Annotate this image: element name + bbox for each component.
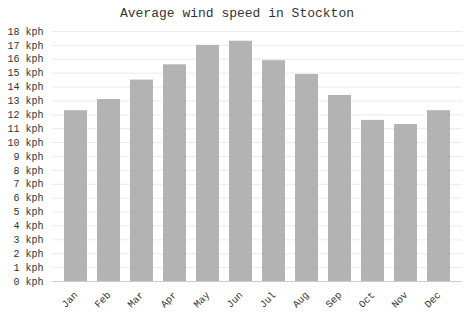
svg-text:2 kph: 2 kph <box>13 249 43 260</box>
svg-text:Sep: Sep <box>324 290 345 311</box>
svg-text:15 kph: 15 kph <box>7 68 43 79</box>
svg-text:Nov: Nov <box>390 290 411 311</box>
svg-text:1 kph: 1 kph <box>13 263 43 274</box>
svg-text:17 kph: 17 kph <box>7 41 43 52</box>
svg-text:12 kph: 12 kph <box>7 110 43 121</box>
svg-text:8 kph: 8 kph <box>13 166 43 177</box>
svg-text:Feb: Feb <box>93 290 114 311</box>
svg-text:4 kph: 4 kph <box>13 221 43 232</box>
svg-text:Apr: Apr <box>159 290 180 311</box>
svg-text:9 kph: 9 kph <box>13 152 43 163</box>
svg-text:10 kph: 10 kph <box>7 138 43 149</box>
svg-text:Mar: Mar <box>126 290 147 311</box>
svg-text:16 kph: 16 kph <box>7 54 43 65</box>
svg-text:Jan: Jan <box>60 290 81 311</box>
svg-text:5 kph: 5 kph <box>13 207 43 218</box>
svg-text:13 kph: 13 kph <box>7 96 43 107</box>
svg-text:18 kph: 18 kph <box>7 27 43 38</box>
svg-text:Oct: Oct <box>357 290 378 311</box>
svg-text:14 kph: 14 kph <box>7 82 43 93</box>
svg-text:6 kph: 6 kph <box>13 193 43 204</box>
svg-text:Jun: Jun <box>225 290 246 311</box>
svg-text:Jul: Jul <box>258 290 279 311</box>
html-text:Average wind speed in Stockton: Average wind speed in Stockton <box>120 6 354 21</box>
svg-text:3 kph: 3 kph <box>13 235 43 246</box>
svg-text:11 kph: 11 kph <box>7 124 43 135</box>
svg-text:0 kph: 0 kph <box>13 277 43 288</box>
svg-text:Aug: Aug <box>291 290 312 311</box>
svg-text:May: May <box>192 290 213 311</box>
svg-text:7 kph: 7 kph <box>13 179 43 190</box>
svg-text:Dec: Dec <box>423 290 444 311</box>
